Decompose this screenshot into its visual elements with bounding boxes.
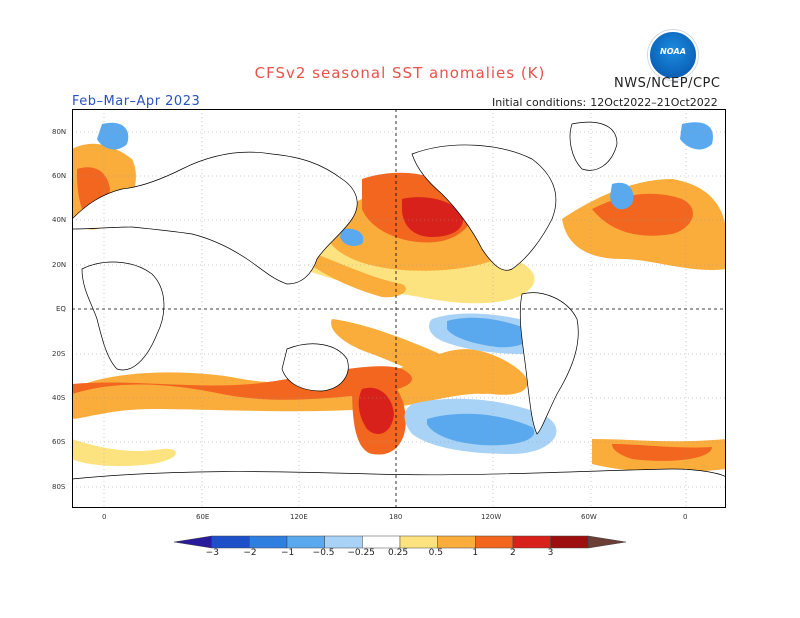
colorbar-label: 0.5	[428, 548, 443, 558]
colorbar-segment	[362, 535, 401, 549]
colorbar-label: 1	[472, 548, 479, 558]
ic-label: Initial conditions:	[492, 96, 587, 109]
colorbar	[174, 535, 626, 549]
colorbar-segments	[174, 535, 626, 549]
lon-label: 120E	[290, 513, 308, 521]
colorbar-segment	[512, 535, 551, 549]
lat-label: 20N	[52, 261, 67, 269]
lat-label: 60N	[52, 172, 67, 180]
north-america	[411, 144, 557, 271]
colorbar-segment	[174, 535, 212, 549]
continents	[72, 121, 726, 508]
south-america	[519, 292, 579, 435]
lat-label: 80N	[52, 128, 67, 136]
colorbar-label: −0.25	[347, 548, 375, 558]
lat-label: 60S	[52, 438, 66, 446]
colorbar-label: 0.25	[388, 548, 409, 558]
greenland	[569, 121, 618, 171]
colorbar-label: −0.5	[312, 548, 335, 558]
colorbar-label: −1	[281, 548, 295, 558]
lat-label: 80S	[52, 483, 66, 491]
equator-dateline	[72, 109, 726, 508]
lon-label: 120W	[481, 513, 502, 521]
africa	[81, 261, 165, 371]
europe-asia	[72, 151, 358, 285]
lon-label: 60E	[196, 513, 210, 521]
colorbar-segment	[249, 535, 288, 549]
noaa-logo-icon: NOAA	[648, 30, 698, 80]
colorbar-label: 3	[547, 548, 554, 558]
colorbar-segment	[399, 535, 438, 549]
lat-label: 20S	[52, 350, 66, 358]
sst-anomaly-map	[72, 109, 726, 508]
org-label: NWS/NCEP/CPC	[614, 76, 721, 91]
colorbar-segment	[475, 535, 514, 549]
lat-label: EQ	[56, 305, 66, 313]
lon-label: 0	[683, 513, 688, 521]
grid-lines	[72, 109, 726, 508]
colorbar-label: −3	[205, 548, 219, 558]
colorbar-segment	[550, 535, 589, 549]
initial-conditions: Initial conditions: 12Oct2022–21Oct2022	[488, 96, 718, 109]
colorbar-segment	[211, 535, 250, 549]
antarctica	[72, 468, 726, 508]
colorbar-segment	[324, 535, 363, 549]
lon-label: 60W	[581, 513, 597, 521]
map-border	[72, 109, 726, 508]
lat-label: 40N	[52, 216, 67, 224]
ic-value: 12Oct2022–21Oct2022	[590, 96, 718, 109]
colorbar-segment	[588, 535, 626, 549]
colorbar-segment	[437, 535, 476, 549]
australia	[281, 343, 349, 392]
colorbar-segment	[286, 535, 325, 549]
chart-title: CFSv2 seasonal SST anomalies (K)	[254, 64, 546, 82]
lon-label: 180	[389, 513, 403, 521]
lon-label: 0	[102, 513, 107, 521]
colorbar-label: 2	[510, 548, 516, 558]
lat-label: 40S	[52, 394, 66, 402]
logo-text: NOAA	[660, 47, 686, 56]
season-label: Feb–Mar–Apr 2023	[72, 94, 201, 109]
colorbar-label: −2	[243, 548, 257, 558]
